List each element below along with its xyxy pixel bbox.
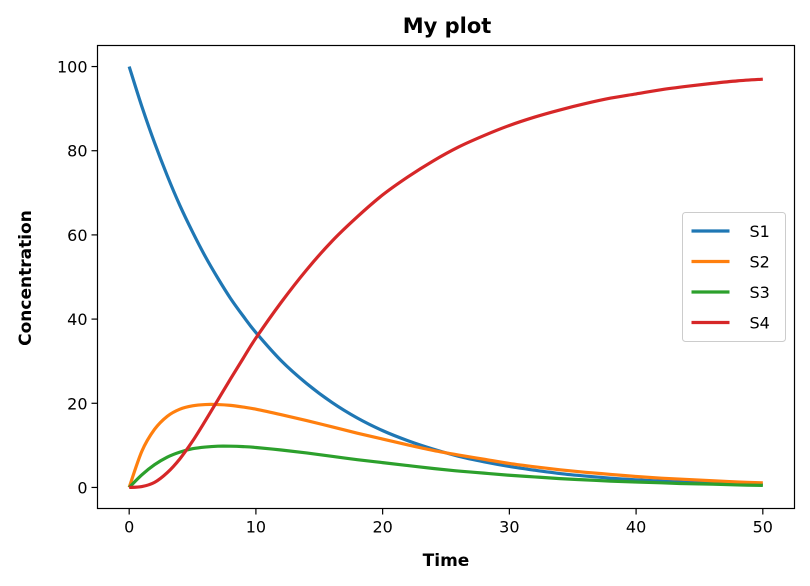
legend-label-s2: S2 <box>750 253 770 272</box>
x-tick-label: 30 <box>499 518 519 537</box>
plot-lines <box>127 66 763 490</box>
y-axis-label: Concentration <box>16 210 36 346</box>
x-axis-ticks: 0 10 20 30 40 50 <box>124 508 773 537</box>
y-axis-ticks: 0 20 40 60 80 100 <box>57 58 98 497</box>
legend-label-s4: S4 <box>750 314 770 333</box>
series-line-s3 <box>128 444 763 489</box>
y-tick-label: 100 <box>57 58 88 77</box>
x-tick-label: 10 <box>246 518 266 537</box>
legend-label-s3: S3 <box>750 283 770 302</box>
x-tick-label: 20 <box>372 518 392 537</box>
legend-label-s1: S1 <box>750 222 770 241</box>
legend-box <box>682 212 786 342</box>
x-tick-label: 0 <box>124 518 134 537</box>
legend: S1 S2 S3 S4 <box>682 212 786 342</box>
x-tick-label: 40 <box>626 518 646 537</box>
y-tick-label: 0 <box>77 478 87 497</box>
series-line-s4 <box>129 77 763 490</box>
x-tick-label: 50 <box>753 518 773 537</box>
y-tick-label: 20 <box>67 394 87 413</box>
series-line-s2 <box>127 402 763 488</box>
chart-title: My plot <box>403 14 492 38</box>
x-axis-label: Time <box>423 551 470 571</box>
series-line-s1 <box>127 66 763 487</box>
y-tick-label: 40 <box>67 310 87 329</box>
y-tick-label: 60 <box>67 226 87 245</box>
plot-frame <box>96 44 796 510</box>
y-tick-label: 80 <box>67 142 87 161</box>
